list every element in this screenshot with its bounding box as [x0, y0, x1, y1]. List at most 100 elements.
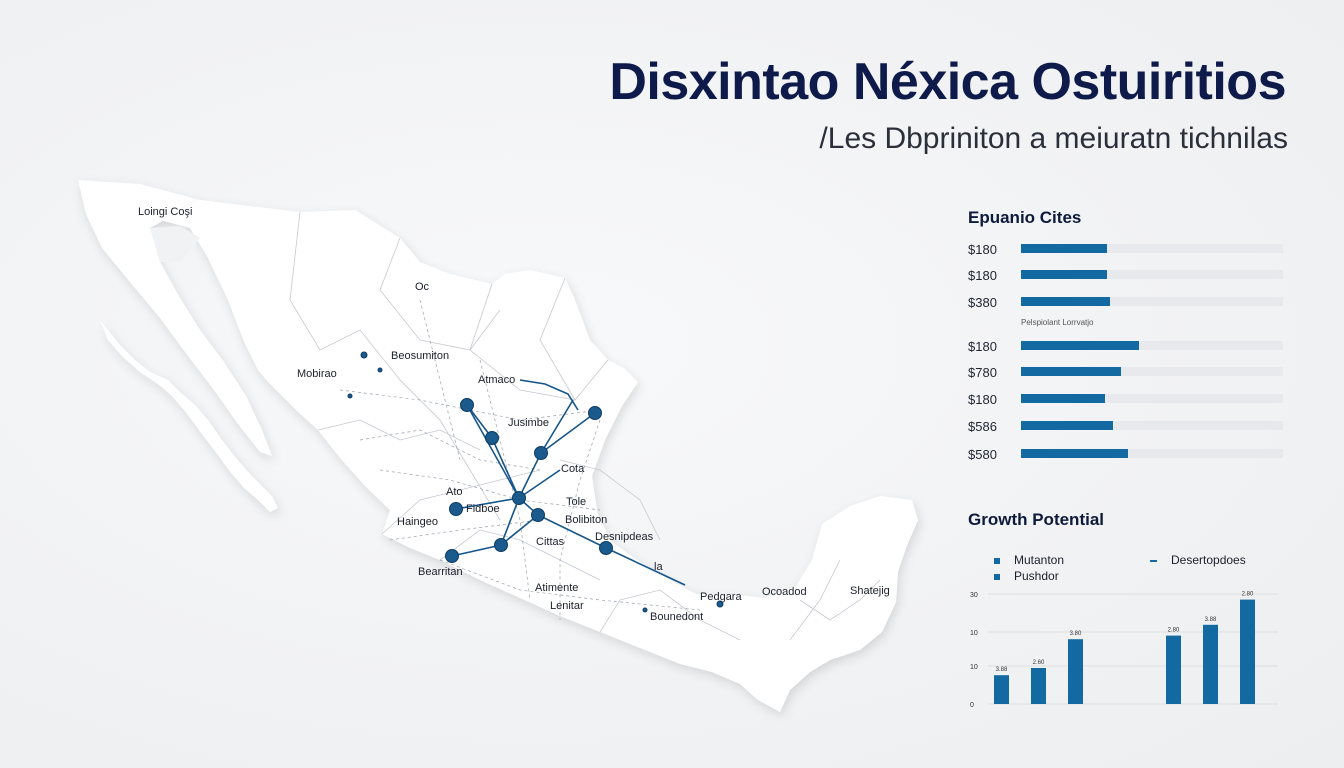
- map-label: Pedgara: [700, 591, 742, 603]
- map-label: Oc: [415, 281, 430, 293]
- bar-fill: [1021, 394, 1105, 403]
- baja-north: [78, 180, 272, 456]
- city-node: [485, 431, 499, 445]
- bar-track: [1021, 341, 1283, 350]
- bar-data-label: 2.80: [1242, 592, 1254, 598]
- legend-item: Desertopdoes: [1150, 553, 1246, 567]
- map-label: Atimente: [535, 582, 578, 594]
- bar-fill: [1021, 449, 1129, 458]
- bar-fill: [1021, 244, 1108, 253]
- chart-bar: [1166, 635, 1181, 704]
- map-label: Loingi Coşi: [138, 206, 192, 218]
- legend-label: Desertopdoes: [1171, 553, 1246, 567]
- bar-row: $180: [968, 392, 1288, 407]
- bar-track: [1021, 270, 1283, 279]
- city-node: [449, 502, 463, 516]
- city-node: [445, 549, 459, 563]
- map-label: Desnipdeas: [595, 531, 654, 543]
- bar-value: $180: [968, 268, 997, 283]
- map-label: Mobirao: [297, 368, 337, 380]
- map-labels: Loingi Coşi Oc Beosumiton Mobirao Atmaco…: [138, 206, 890, 623]
- page-title: Disxintao Néxica Ostuiritios: [609, 53, 1286, 111]
- city-node-small: [716, 600, 724, 608]
- bar-row: $180: [968, 242, 1288, 257]
- map-label: Beosumiton: [391, 350, 449, 362]
- state-borders: [289, 211, 881, 641]
- bar-fill: [1021, 341, 1139, 350]
- chart-bar: [1203, 624, 1218, 704]
- y-tick-label: 10: [970, 630, 978, 637]
- map-label: Bearritan: [418, 566, 463, 578]
- city-nodes: [347, 351, 724, 613]
- bar-row: $180: [968, 268, 1288, 283]
- chart-bar: [1240, 599, 1255, 704]
- growth-panel-title: Growth Potential: [968, 510, 1104, 529]
- bar-value: $380: [968, 295, 997, 310]
- bar-fill: [1021, 367, 1121, 376]
- legend-swatch: [994, 557, 1000, 564]
- city-node: [460, 398, 474, 412]
- bar-fill: [1021, 421, 1113, 430]
- chart-bar: [1068, 639, 1083, 704]
- y-tick-label: 10: [970, 664, 978, 671]
- cities-panel-title: Epuanio Cites: [968, 208, 1082, 227]
- map-label: Tole: [566, 496, 586, 508]
- bar-data-label: 3.88: [996, 667, 1008, 673]
- map-label: Cittas: [536, 536, 565, 548]
- city-node-small: [360, 351, 368, 359]
- city-node: [512, 491, 526, 505]
- city-node-small: [347, 393, 353, 399]
- bar-row: $380: [968, 295, 1288, 310]
- bar-value: $586: [968, 419, 997, 434]
- bar-data-label: 3.80: [1070, 631, 1082, 637]
- bar-row: $780: [968, 365, 1288, 380]
- growth-chart: 0 10 10 30 3.88 2.60 3.80 2.80 3.88 2.80: [970, 592, 1278, 709]
- bar-value: $180: [968, 242, 997, 257]
- bar-fill: [1021, 297, 1111, 306]
- legend-label: Pushdor: [1014, 569, 1059, 583]
- bar-data-label: 2.60: [1033, 660, 1045, 666]
- y-tick-label: 0: [970, 702, 974, 709]
- map-label: Cota: [561, 463, 585, 475]
- city-node-small: [642, 607, 648, 613]
- bar-track: [1021, 244, 1283, 253]
- map-label: Ocoadod: [762, 586, 807, 598]
- bar-data-label: 3.88: [1205, 617, 1217, 623]
- bar-value: $780: [968, 365, 997, 380]
- bar-track: [1021, 421, 1283, 430]
- legend-item: Pushdor: [994, 569, 1059, 583]
- map-label: Bounedont: [650, 611, 703, 623]
- bar-track: [1021, 297, 1283, 306]
- mexico-map: Loingi Coşi Oc Beosumiton Mobirao Atmaco…: [78, 180, 918, 712]
- bar-track: [1021, 367, 1283, 376]
- bar-value: $580: [968, 447, 997, 462]
- bar-row: $580: [968, 447, 1288, 462]
- map-label: Shatejig: [850, 585, 890, 597]
- bar-fill: [1021, 270, 1108, 279]
- bar-row: $586: [968, 419, 1288, 434]
- city-node: [494, 538, 508, 552]
- bar-caption: Pelspiolant Lorrvatjo: [1021, 318, 1094, 327]
- bar-row: $180: [968, 339, 1288, 354]
- map-label: la: [654, 561, 663, 573]
- city-node: [531, 508, 545, 522]
- chart-bar: [1031, 668, 1046, 704]
- bar-track: [1021, 394, 1283, 403]
- bar-value: $180: [968, 392, 997, 407]
- page-subtitle: /Les Dbpriniton a meiuratn tichnilas: [819, 122, 1288, 155]
- legend-swatch: [1150, 559, 1157, 562]
- bar-track: [1021, 449, 1283, 458]
- bar-value: $180: [968, 339, 997, 354]
- y-tick-label: 30: [970, 592, 978, 599]
- map-label: Bolibiton: [565, 514, 607, 526]
- baja-peninsula: [100, 320, 278, 512]
- city-node: [588, 406, 602, 420]
- map-label: Fidboe: [466, 503, 500, 515]
- map-label: Atmaco: [478, 374, 515, 386]
- route-lines: [339, 299, 701, 620]
- bar-data-label: 2.80: [1168, 628, 1180, 634]
- city-node: [534, 446, 548, 460]
- map-label: Jusimbe: [508, 417, 549, 429]
- city-node: [599, 541, 613, 555]
- map-label: Lenitar: [550, 600, 584, 612]
